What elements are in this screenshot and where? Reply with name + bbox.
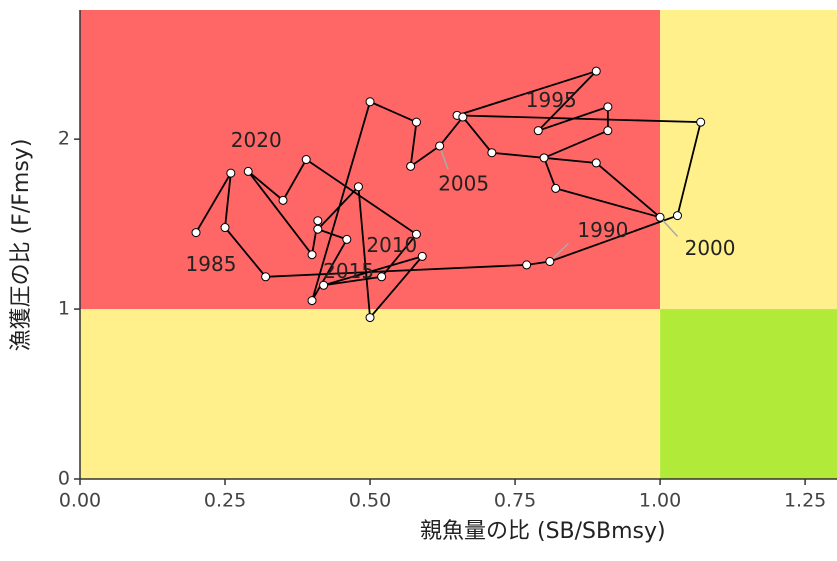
point xyxy=(307,250,317,260)
point xyxy=(406,161,416,171)
point xyxy=(545,256,555,266)
point xyxy=(411,229,421,239)
point xyxy=(411,117,421,127)
point xyxy=(522,260,532,270)
point xyxy=(313,224,323,234)
point xyxy=(435,141,445,151)
point xyxy=(342,234,352,244)
point xyxy=(539,153,549,163)
point xyxy=(301,155,311,165)
x-tick-label: 0.75 xyxy=(494,490,536,512)
point xyxy=(365,313,375,323)
point xyxy=(551,183,561,193)
x-tick-label: 0.00 xyxy=(59,490,101,512)
year-label: 2005 xyxy=(438,171,489,195)
y-axis-label: 漁獲圧の比 (F/Fmsy) xyxy=(9,139,34,352)
year-label: 2020 xyxy=(231,128,282,152)
y-tick-label: 1 xyxy=(58,298,70,320)
year-label: 1985 xyxy=(186,252,237,276)
point xyxy=(220,223,230,233)
point xyxy=(487,148,497,158)
zone xyxy=(80,309,661,479)
point xyxy=(672,211,682,221)
point xyxy=(533,126,543,136)
point xyxy=(603,102,613,112)
point xyxy=(191,228,201,238)
point xyxy=(591,158,601,168)
point xyxy=(307,296,317,306)
point xyxy=(243,166,253,176)
zone xyxy=(660,10,837,310)
year-label: 2010 xyxy=(366,233,417,257)
point xyxy=(226,168,236,178)
point xyxy=(365,97,375,107)
zone xyxy=(660,309,837,479)
point xyxy=(591,66,601,76)
point xyxy=(377,272,387,282)
x-axis-label: 親魚量の比 (SB/SBmsy) xyxy=(420,519,666,544)
point xyxy=(655,212,665,222)
x-tick-label: 0.25 xyxy=(204,490,246,512)
x-tick-label: 1.00 xyxy=(639,490,681,512)
point xyxy=(603,126,613,136)
point xyxy=(313,216,323,226)
year-label: 1990 xyxy=(577,218,628,242)
point xyxy=(696,117,706,127)
year-label: 1995 xyxy=(526,88,577,112)
point xyxy=(417,251,427,261)
x-tick-label: 1.25 xyxy=(784,490,826,512)
y-tick-label: 2 xyxy=(58,128,70,150)
y-tick-label: 0 xyxy=(58,468,70,490)
x-tick-label: 0.50 xyxy=(349,490,391,512)
point xyxy=(278,195,288,205)
point xyxy=(353,182,363,192)
point xyxy=(319,280,329,290)
year-label: 2015 xyxy=(323,259,374,283)
point xyxy=(261,272,271,282)
year-label: 2000 xyxy=(685,236,736,260)
point xyxy=(458,112,468,122)
